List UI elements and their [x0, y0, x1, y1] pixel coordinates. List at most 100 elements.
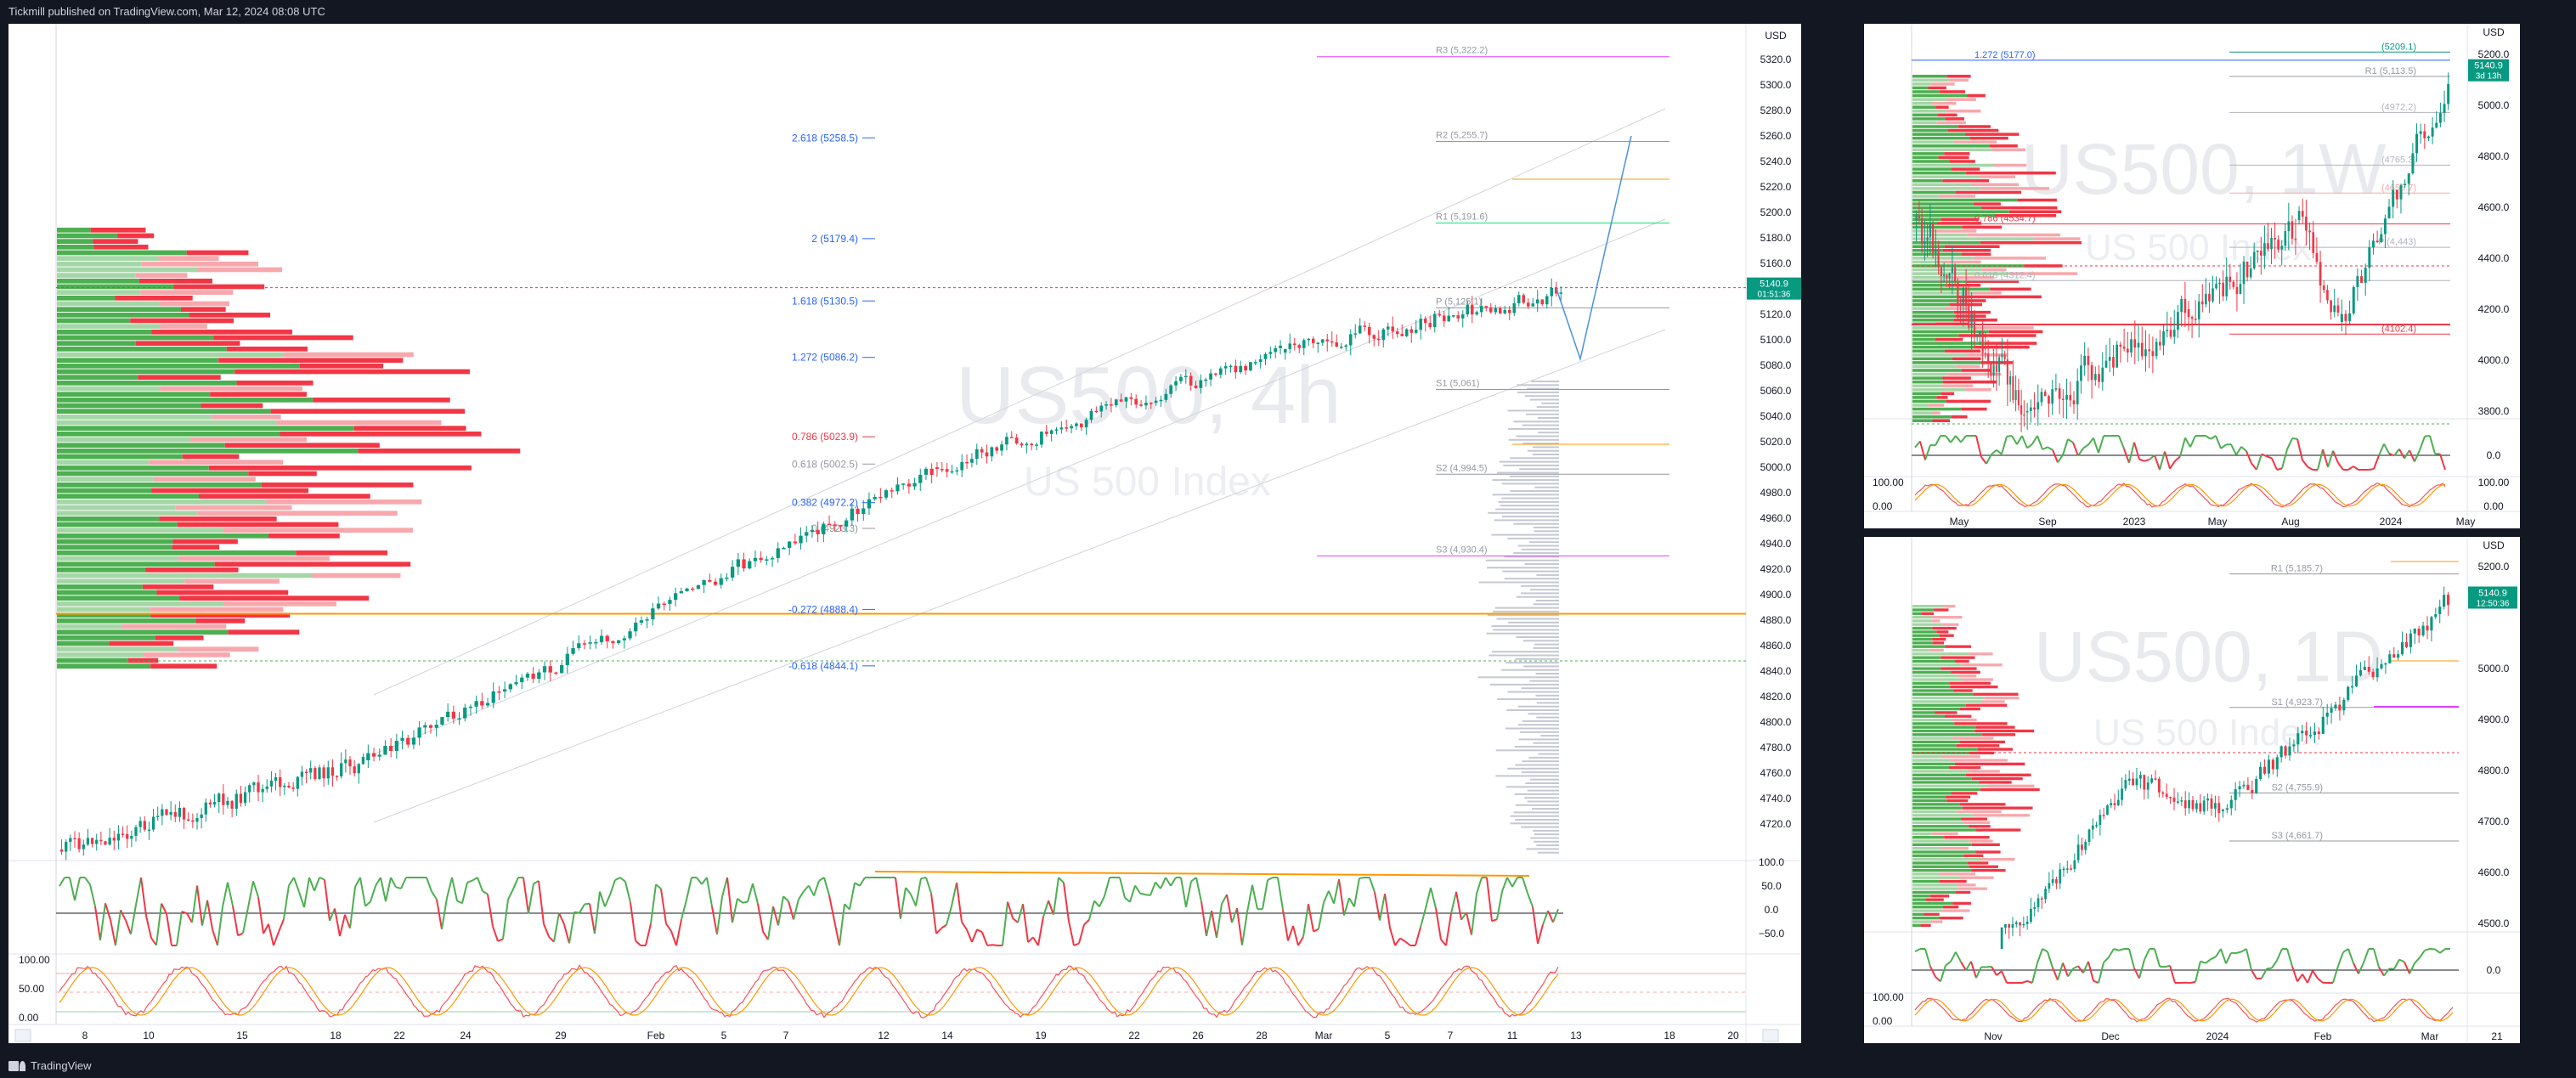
- rsi-line: [2031, 962, 2038, 984]
- volume-profile-bar: [1534, 833, 1559, 836]
- weekly-chart-panel[interactable]: US500, 1W US 500 Index 1.272 (5177.0) (5209…: [1864, 24, 2520, 528]
- volume-profile-bar: [201, 403, 263, 409]
- candle-body: [656, 603, 661, 609]
- candle-body: [1089, 410, 1093, 420]
- rsi-line: [624, 881, 631, 903]
- volume-profile-bar: [1931, 411, 1940, 415]
- main-chart-panel[interactable]: US500, 4h US 500 Index R3 (5,322.2) R2 (5,2…: [8, 24, 1801, 1043]
- rsi-line: [1486, 877, 1493, 922]
- rsi-line: [370, 885, 376, 902]
- candle-body: [2415, 133, 2419, 154]
- candle-body: [77, 838, 81, 849]
- volume-profile-bar: [1912, 372, 1948, 376]
- candle-body: [940, 469, 944, 471]
- volume-profile-bar: [1912, 125, 1959, 128]
- candle-body: [1372, 335, 1376, 339]
- candle-body: [2132, 778, 2135, 786]
- tradingview-logo[interactable]: TradingView: [8, 1059, 92, 1072]
- volume-profile-bar: [1951, 167, 1980, 171]
- rsi-tick: −50.0: [1759, 928, 1785, 940]
- rsi-line: [354, 877, 361, 888]
- volume-profile-bar: [1962, 225, 2003, 229]
- volume-profile-bar: [1912, 93, 1968, 98]
- volume-profile-bar: [358, 449, 521, 454]
- candle-body: [890, 490, 894, 492]
- volume-profile-bar: [1912, 295, 1958, 299]
- rsi-line: [1002, 901, 1008, 946]
- candle-body: [2188, 799, 2191, 809]
- candle-body: [1154, 400, 1158, 404]
- volume-profile-bar: [1981, 268, 2007, 272]
- price-badge-countdown: 01:51:36: [1758, 291, 1791, 300]
- candle-body: [2012, 375, 2014, 401]
- daily-chart-panel[interactable]: US500, 1D US 500 Index R1 (5,185.7) S1 (4,9…: [1864, 537, 2520, 1043]
- volume-profile-bar: [57, 533, 269, 539]
- volume-profile-bar: [1912, 920, 1931, 923]
- volume-profile-bar: [1948, 766, 1981, 770]
- volume-profile-bar: [1912, 275, 1950, 279]
- volume-profile-bar: [1530, 381, 1559, 382]
- rsi-line: [2317, 449, 2324, 471]
- candle-body: [645, 619, 649, 621]
- volume-profile-bar: [1912, 656, 1941, 659]
- volume-profile-bar: [1912, 667, 1941, 670]
- time-tick: 22: [1128, 1030, 1140, 1041]
- volume-profile-bar: [1912, 396, 1937, 399]
- candle-body: [2348, 313, 2352, 321]
- candle-body: [2292, 744, 2296, 747]
- candle-body: [2208, 293, 2211, 302]
- volume-profile-bar: [57, 663, 151, 669]
- volume-profile-bar: [1946, 399, 1991, 404]
- candle-body: [406, 737, 410, 745]
- candle-body: [622, 638, 626, 641]
- rsi-line: [2037, 435, 2043, 450]
- candle-body: [884, 490, 889, 498]
- rsi-line: [2337, 462, 2344, 471]
- level-label: 0.786 (4534.7): [1974, 214, 2036, 224]
- volume-profile-bar: [184, 579, 280, 584]
- candle-body: [1503, 309, 1507, 313]
- candle-body: [1924, 240, 1926, 245]
- candle-body: [974, 449, 979, 460]
- volume-profile-bar: [1934, 608, 1949, 612]
- rsi-line: [2210, 435, 2217, 440]
- volume-profile-bar: [1980, 787, 2040, 792]
- volume-profile-bar: [1912, 245, 1945, 248]
- volume-profile-bar: [280, 432, 482, 437]
- volume-profile-bar: [1520, 584, 1559, 587]
- rsi-line: [1435, 907, 1442, 940]
- price-badge-value: 5140.9: [2474, 61, 2503, 71]
- candle-body: [208, 802, 212, 805]
- volume-profile-bar: [1912, 260, 1943, 264]
- candle-body: [2333, 305, 2336, 313]
- candle-body: [2102, 815, 2105, 816]
- volume-profile-bar: [1937, 222, 1982, 225]
- candle-body: [2093, 374, 2097, 381]
- volume-profile-bar: [1495, 749, 1559, 752]
- volume-profile-bar: [1515, 764, 1559, 766]
- rsi-line: [1063, 883, 1070, 922]
- volume-profile-bar: [268, 533, 340, 539]
- volume-profile-bar: [1912, 415, 1952, 419]
- candle-body: [960, 461, 964, 471]
- candle-body: [1981, 331, 1984, 353]
- volume-profile-bar: [150, 612, 291, 618]
- candle-body: [383, 746, 387, 755]
- candle-body: [73, 838, 76, 840]
- volume-profile-bar: [1912, 257, 1974, 260]
- volume-profile-bar: [190, 437, 308, 443]
- volume-profile-bar: [1912, 670, 1952, 674]
- volume-profile-bar: [1517, 391, 1559, 393]
- candle-body: [1229, 365, 1233, 368]
- rsi-line: [2052, 449, 2059, 463]
- volume-profile-bar: [57, 460, 150, 465]
- level-label: (4765.3): [2381, 155, 2416, 165]
- rsi-line: [308, 877, 315, 892]
- rsi-line: [385, 877, 392, 902]
- rsi-line: [242, 907, 249, 934]
- candle-body: [1049, 430, 1054, 434]
- rsi-line: [1017, 904, 1024, 923]
